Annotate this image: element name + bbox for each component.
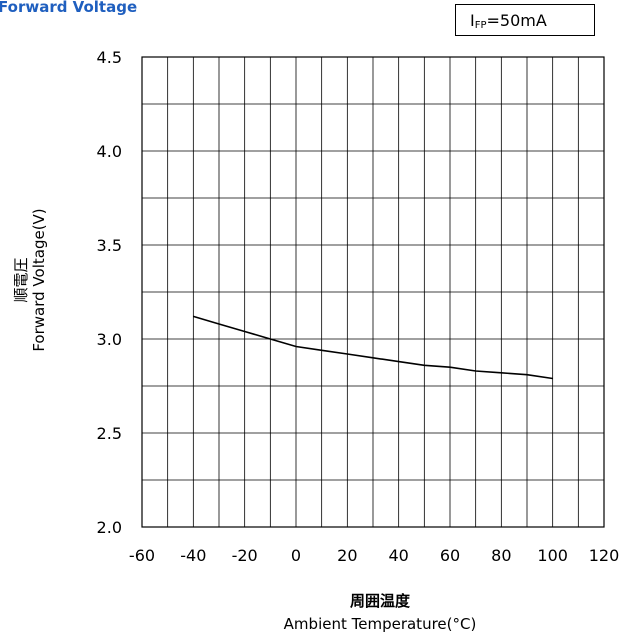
x-tick-label: 20 [337,546,357,565]
x-tick-label: -40 [180,546,206,565]
y-tick-label: 2.5 [97,424,122,443]
x-tick-label: 40 [388,546,408,565]
y-axis-title-en: Forward Voltage(V) [30,208,48,352]
plot-frame [141,56,605,528]
condition-box: IFP=50mA [455,4,595,36]
chart-title: Forward Voltage [0,0,138,16]
x-tick-label: 100 [537,546,568,565]
y-axis-title-jp: 順電圧 [12,257,30,303]
x-tick-label: 0 [291,546,301,565]
x-axis-title: Ambient Temperature(°C) [283,615,477,633]
y-tick-label: 2.0 [97,518,122,537]
condition-label: IFP=50mA [470,11,547,31]
x-tick-label: 60 [440,546,460,565]
x-tick-label: -60 [129,546,155,565]
x-tick-label: 120 [589,546,620,565]
y-tick-label: 4.0 [97,142,122,161]
y-tick-label: 4.5 [97,48,122,67]
y-tick-label: 3.5 [97,236,122,255]
y-tick-label: 3.0 [97,330,122,349]
y-axis-title: 順電圧 Forward Voltage(V) [12,208,48,351]
x-tick-label: 80 [491,546,511,565]
series-line [193,315,553,380]
x-tick-label: -20 [232,546,258,565]
x-axis-title-jp: 周囲温度 [349,592,410,610]
